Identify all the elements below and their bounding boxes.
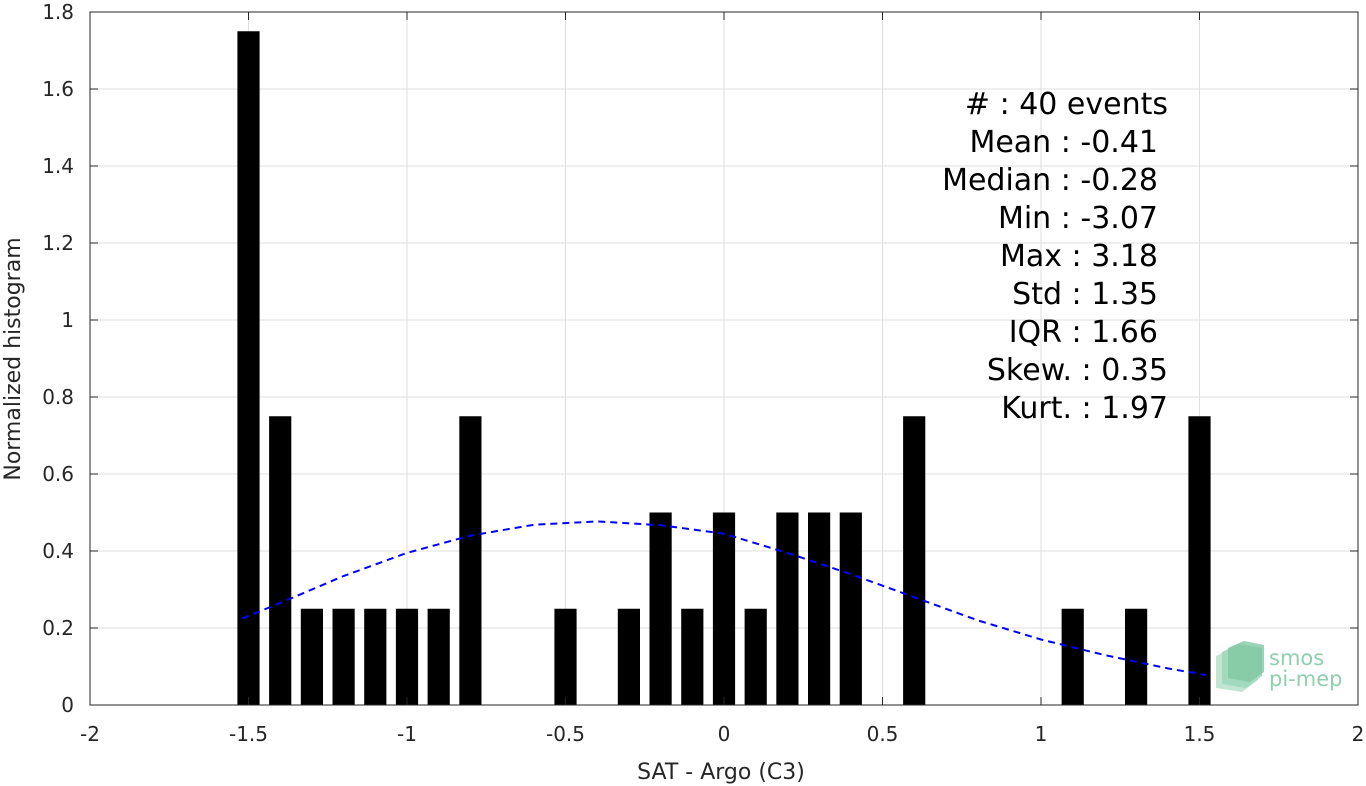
y-tick-label-1: 0.2 <box>42 616 74 640</box>
x-tick-label-8: 2 <box>1352 722 1365 746</box>
logo-text-line1: smos <box>1269 646 1324 670</box>
y-axis-ticks: 0 0.2 0.4 0.6 0.8 1 1.2 1.4 1.6 1.8 <box>42 0 1358 717</box>
stat-line-5: Std : 1.35 <box>1012 277 1158 312</box>
histogram-bar-14 <box>776 512 799 705</box>
smos-pi-mep-logo: smos pi-mep <box>1216 641 1342 692</box>
y-tick-label-8: 1.6 <box>42 77 74 101</box>
histogram-bar-11 <box>681 608 704 705</box>
histogram-bar-2 <box>300 608 323 705</box>
x-tick-label-0: -2 <box>80 722 100 746</box>
x-tick-label-6: 1 <box>1035 722 1048 746</box>
histogram-bar-6 <box>427 608 450 705</box>
y-tick-label-4: 0.8 <box>42 385 74 409</box>
histogram-bar-3 <box>332 608 355 705</box>
y-tick-label-5: 1 <box>61 308 74 332</box>
stat-line-1: Mean : -0.41 <box>969 125 1158 160</box>
y-tick-label-3: 0.6 <box>42 462 74 486</box>
x-tick-label-5: 0.5 <box>867 722 899 746</box>
histogram-bar-19 <box>1125 608 1148 705</box>
x-axis-title: SAT - Argo (C3) <box>637 760 805 785</box>
histogram-bar-10 <box>649 512 672 705</box>
y-tick-label-2: 0.4 <box>42 539 74 563</box>
histogram-bar-4 <box>364 608 387 705</box>
histogram-bar-1 <box>269 416 292 705</box>
stat-line-8: Kurt. : 1.97 <box>1001 391 1168 426</box>
histogram-bar-18 <box>1061 608 1084 705</box>
histogram-bar-12 <box>712 512 736 705</box>
stat-line-2: Median : -0.28 <box>942 163 1158 198</box>
y-tick-label-7: 1.4 <box>42 154 74 178</box>
histogram-bar-8 <box>554 608 577 705</box>
y-tick-label-0: 0 <box>61 693 74 717</box>
stat-line-0: # : 40 events <box>965 87 1168 122</box>
histogram-bar-15 <box>808 512 831 705</box>
x-tick-label-1: -1.5 <box>229 722 268 746</box>
x-tick-label-4: 0 <box>718 722 731 746</box>
histogram-bar-5 <box>395 608 419 705</box>
histogram-bar-7 <box>459 416 482 705</box>
stat-line-6: IQR : 1.66 <box>1009 315 1158 350</box>
y-tick-label-9: 1.8 <box>42 0 74 24</box>
stat-line-3: Min : -3.07 <box>998 201 1158 236</box>
y-axis-title: Normalized histogram <box>1 237 26 480</box>
x-tick-label-7: 1.5 <box>1184 722 1216 746</box>
logo-text-line2: pi-mep <box>1269 667 1342 691</box>
histogram-bar-20 <box>1188 416 1211 705</box>
x-axis-ticks: -2 -1.5 -1 -0.5 0 0.5 1 1.5 2 <box>80 12 1364 746</box>
histogram-bar-17 <box>903 416 926 705</box>
fit-curve-line <box>241 520 1206 676</box>
normal-fit-curve <box>241 520 1206 676</box>
x-tick-label-2: -1 <box>397 722 417 746</box>
histogram-bar-0 <box>237 31 260 705</box>
x-tick-label-3: -0.5 <box>546 722 585 746</box>
y-tick-label-6: 1.2 <box>42 231 74 255</box>
stat-line-7: Skew. : 0.35 <box>987 353 1168 388</box>
stat-line-4: Max : 3.18 <box>1000 239 1158 274</box>
logo-mark-icon <box>1216 641 1264 692</box>
histogram-bar-16 <box>839 512 862 705</box>
histogram-bar-9 <box>617 608 640 705</box>
histogram-bar-13 <box>744 608 767 705</box>
histogram-bars <box>237 31 1211 705</box>
